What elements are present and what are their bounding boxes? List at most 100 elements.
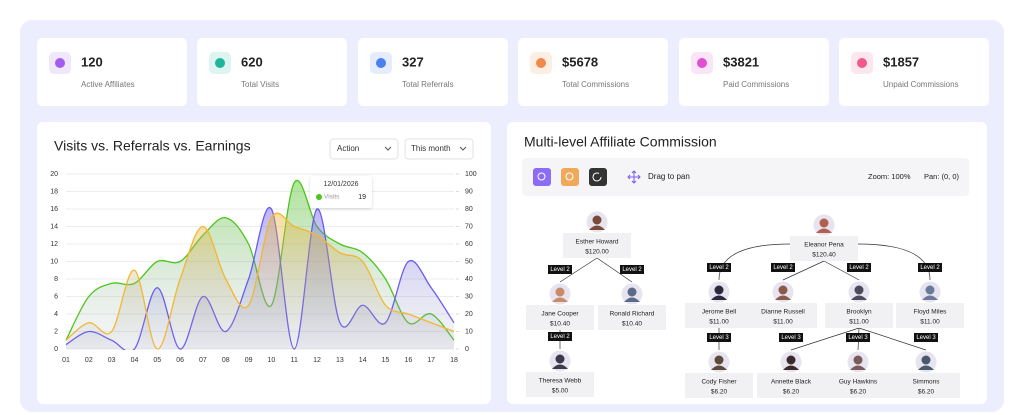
- stat-icon: [536, 58, 546, 68]
- node-amount: $6.20: [850, 389, 867, 396]
- dropdown-label[interactable]: Action: [337, 144, 359, 153]
- node-amount: $11.00: [920, 319, 940, 326]
- node-box: [896, 303, 964, 328]
- y-tick-label: 4: [54, 311, 58, 318]
- series-line: [65, 212, 455, 350]
- avatar-face: [921, 355, 931, 365]
- edge-label: Level 2: [773, 265, 793, 271]
- stat-icon: [857, 58, 867, 68]
- avatar-face: [555, 354, 565, 364]
- y-tick-label: 2: [54, 328, 58, 335]
- edge-label-bg: [548, 265, 572, 274]
- avatar-face: [778, 285, 788, 295]
- tree-edge: [559, 257, 598, 283]
- zoom-in-button[interactable]: [533, 168, 551, 186]
- icon: [537, 172, 546, 181]
- dropdown[interactable]: [404, 138, 474, 160]
- node-name: Esther Howard: [576, 239, 619, 246]
- edge-label-bg: [914, 333, 938, 342]
- chart-title: Visits vs. Referrals vs. Earnings: [54, 138, 251, 154]
- avatar-face: [819, 218, 829, 228]
- tree-title: Multi-level Affiliate Commission: [524, 134, 717, 150]
- y-tick-label: 14: [50, 223, 58, 230]
- edge-label: Level 2: [550, 334, 570, 340]
- y2-tick-label: 80: [465, 206, 473, 213]
- x-tick-label: 15: [382, 357, 390, 364]
- y-tick-label: 12: [50, 241, 58, 248]
- zoom-out-button[interactable]: [561, 168, 579, 186]
- node-name: Dianne Russell: [761, 309, 805, 316]
- avatar-face: [714, 285, 724, 295]
- node-name: Guy Hawkins: [839, 379, 878, 386]
- edge-label: Level 2: [550, 267, 570, 273]
- x-tick-label: 09: [245, 357, 253, 364]
- y2-tick-label: 0: [465, 346, 469, 353]
- edge-label-bg: [620, 265, 644, 274]
- chevron: [384, 146, 392, 151]
- node-amount: $120.00: [585, 249, 609, 256]
- toolbar-hint: Drag to pan: [648, 172, 690, 181]
- avatar-face: [854, 285, 864, 295]
- node-box: [526, 372, 594, 397]
- avatar-body: [552, 297, 568, 302]
- node-box: [749, 303, 817, 328]
- edge-label-bg: [771, 263, 795, 272]
- pan-status: Pan: (0, 0): [924, 172, 960, 181]
- zoom-status: Zoom: 100%: [868, 172, 911, 181]
- y-tick-label: 16: [50, 206, 58, 213]
- tree-edge: [790, 327, 860, 351]
- x-tick-label: 06: [176, 357, 184, 364]
- stat-label: Total Visits: [241, 80, 279, 89]
- node-box: [824, 373, 892, 398]
- node-amount: $6.20: [918, 389, 935, 396]
- node-box: [757, 373, 825, 398]
- dropdown-label[interactable]: This month: [411, 144, 451, 153]
- x-tick-label: 13: [336, 357, 344, 364]
- node-amount: $120.40: [812, 252, 836, 259]
- y-tick-label: 6: [54, 293, 58, 300]
- icon: [565, 172, 574, 181]
- node-name: Floyd Miles: [914, 309, 948, 316]
- avatar-body: [775, 295, 791, 300]
- node-box: [563, 233, 631, 258]
- reset-button[interactable]: [589, 168, 607, 186]
- avatar-face: [555, 287, 565, 297]
- avatar-face: [925, 285, 935, 295]
- node-name: Brooklyn: [846, 309, 872, 316]
- x-tick-label: 18: [450, 357, 458, 364]
- node-name: Jerome Bell: [702, 309, 737, 316]
- x-tick-label: 12: [313, 357, 321, 364]
- node-amount: $11.00: [849, 319, 869, 326]
- node-name: Jane Cooper: [541, 311, 579, 318]
- stat-value: 620: [241, 54, 263, 69]
- tree-edge: [782, 260, 825, 281]
- avatar-face: [853, 355, 863, 365]
- stat-value: 327: [402, 54, 424, 69]
- dropdown[interactable]: [329, 138, 399, 160]
- stat-label: Unpaid Commissions: [883, 80, 959, 89]
- node-name: Ronald Richard: [610, 311, 655, 318]
- node-amount: $6.20: [783, 389, 800, 396]
- tooltip-label: Visits: [324, 194, 340, 201]
- y2-tick-label: 50: [465, 258, 473, 265]
- tooltip-swatch: [316, 194, 322, 200]
- stat-icon: [376, 58, 386, 68]
- stat-value: $3821: [723, 54, 759, 69]
- x-tick-label: 08: [222, 357, 230, 364]
- edge-label-bg: [707, 333, 731, 342]
- stat-value: $1857: [883, 54, 919, 69]
- y2-tick-label: 100: [465, 171, 477, 178]
- avatar-face: [627, 287, 637, 297]
- stat-card: [518, 38, 668, 106]
- edge-label-bg: [707, 263, 731, 272]
- tree-edge: [823, 260, 860, 281]
- tooltip: [310, 176, 372, 208]
- y-tick-label: 18: [50, 188, 58, 195]
- avatar-body: [851, 295, 867, 300]
- node-box: [598, 305, 666, 330]
- node-box: [685, 373, 753, 398]
- edge-label-bg: [847, 263, 871, 272]
- stat-card: [839, 38, 989, 106]
- avatar-body: [624, 297, 640, 302]
